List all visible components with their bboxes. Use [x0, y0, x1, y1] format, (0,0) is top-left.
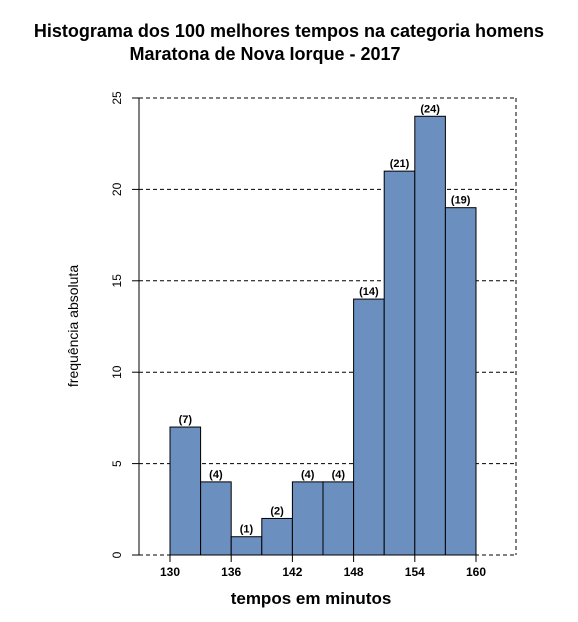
- histogram-bar: [383, 170, 416, 556]
- histogram-bar: [444, 207, 477, 556]
- bar-value-label: (7): [179, 414, 193, 426]
- x-tick-label: 130: [160, 565, 180, 579]
- histogram-bar: [291, 481, 324, 556]
- bar-value-label: (2): [270, 505, 284, 517]
- histogram-bar: [230, 536, 263, 556]
- bar-value-label: (4): [301, 469, 315, 481]
- bar-value-label: (4): [332, 469, 346, 481]
- chart-title: Histograma dos 100 melhores tempos na ca…: [34, 21, 544, 41]
- axes: 0 5 10 15 20 25 130 136 142 148 154 160: [110, 91, 486, 579]
- x-axis-label: tempos em minutos: [231, 589, 392, 608]
- bar-value-label: (21): [390, 158, 410, 170]
- y-axis-label: frequência absoluta: [65, 265, 81, 387]
- y-tick-label: 5: [110, 460, 124, 467]
- bar-value-label: (4): [209, 469, 223, 481]
- grid-lines: [139, 97, 517, 556]
- histogram-bar: [322, 481, 355, 556]
- histogram-bar: [353, 298, 385, 556]
- histogram-bar: [200, 481, 232, 556]
- bar-value-label: (19): [451, 195, 471, 207]
- chart-subtitle: Maratona de Nova Iorque - 2017: [129, 44, 400, 64]
- x-tick-label: 142: [282, 565, 302, 579]
- bar-value-label: (24): [420, 103, 440, 115]
- y-tick-label: 20: [110, 182, 124, 196]
- bar-value-labels: (7) (4) (1) (2) (4) (4) (14) (21) (24) (19): [179, 103, 471, 535]
- x-tick-label: 154: [405, 565, 425, 579]
- y-tick-label: 25: [110, 91, 124, 105]
- bars: [169, 115, 477, 556]
- bar-value-label: (14): [359, 286, 379, 298]
- x-tick-label: 148: [344, 565, 364, 579]
- bar-value-label: (1): [240, 524, 254, 536]
- histogram-bar: [414, 115, 446, 556]
- x-tick-label: 136: [221, 565, 241, 579]
- y-tick-label: 0: [110, 551, 124, 558]
- y-tick-label: 10: [110, 365, 124, 379]
- histogram-bar: [169, 426, 202, 556]
- x-tick-label: 160: [466, 565, 486, 579]
- y-tick-label: 15: [110, 274, 124, 288]
- histogram-bar: [261, 517, 293, 556]
